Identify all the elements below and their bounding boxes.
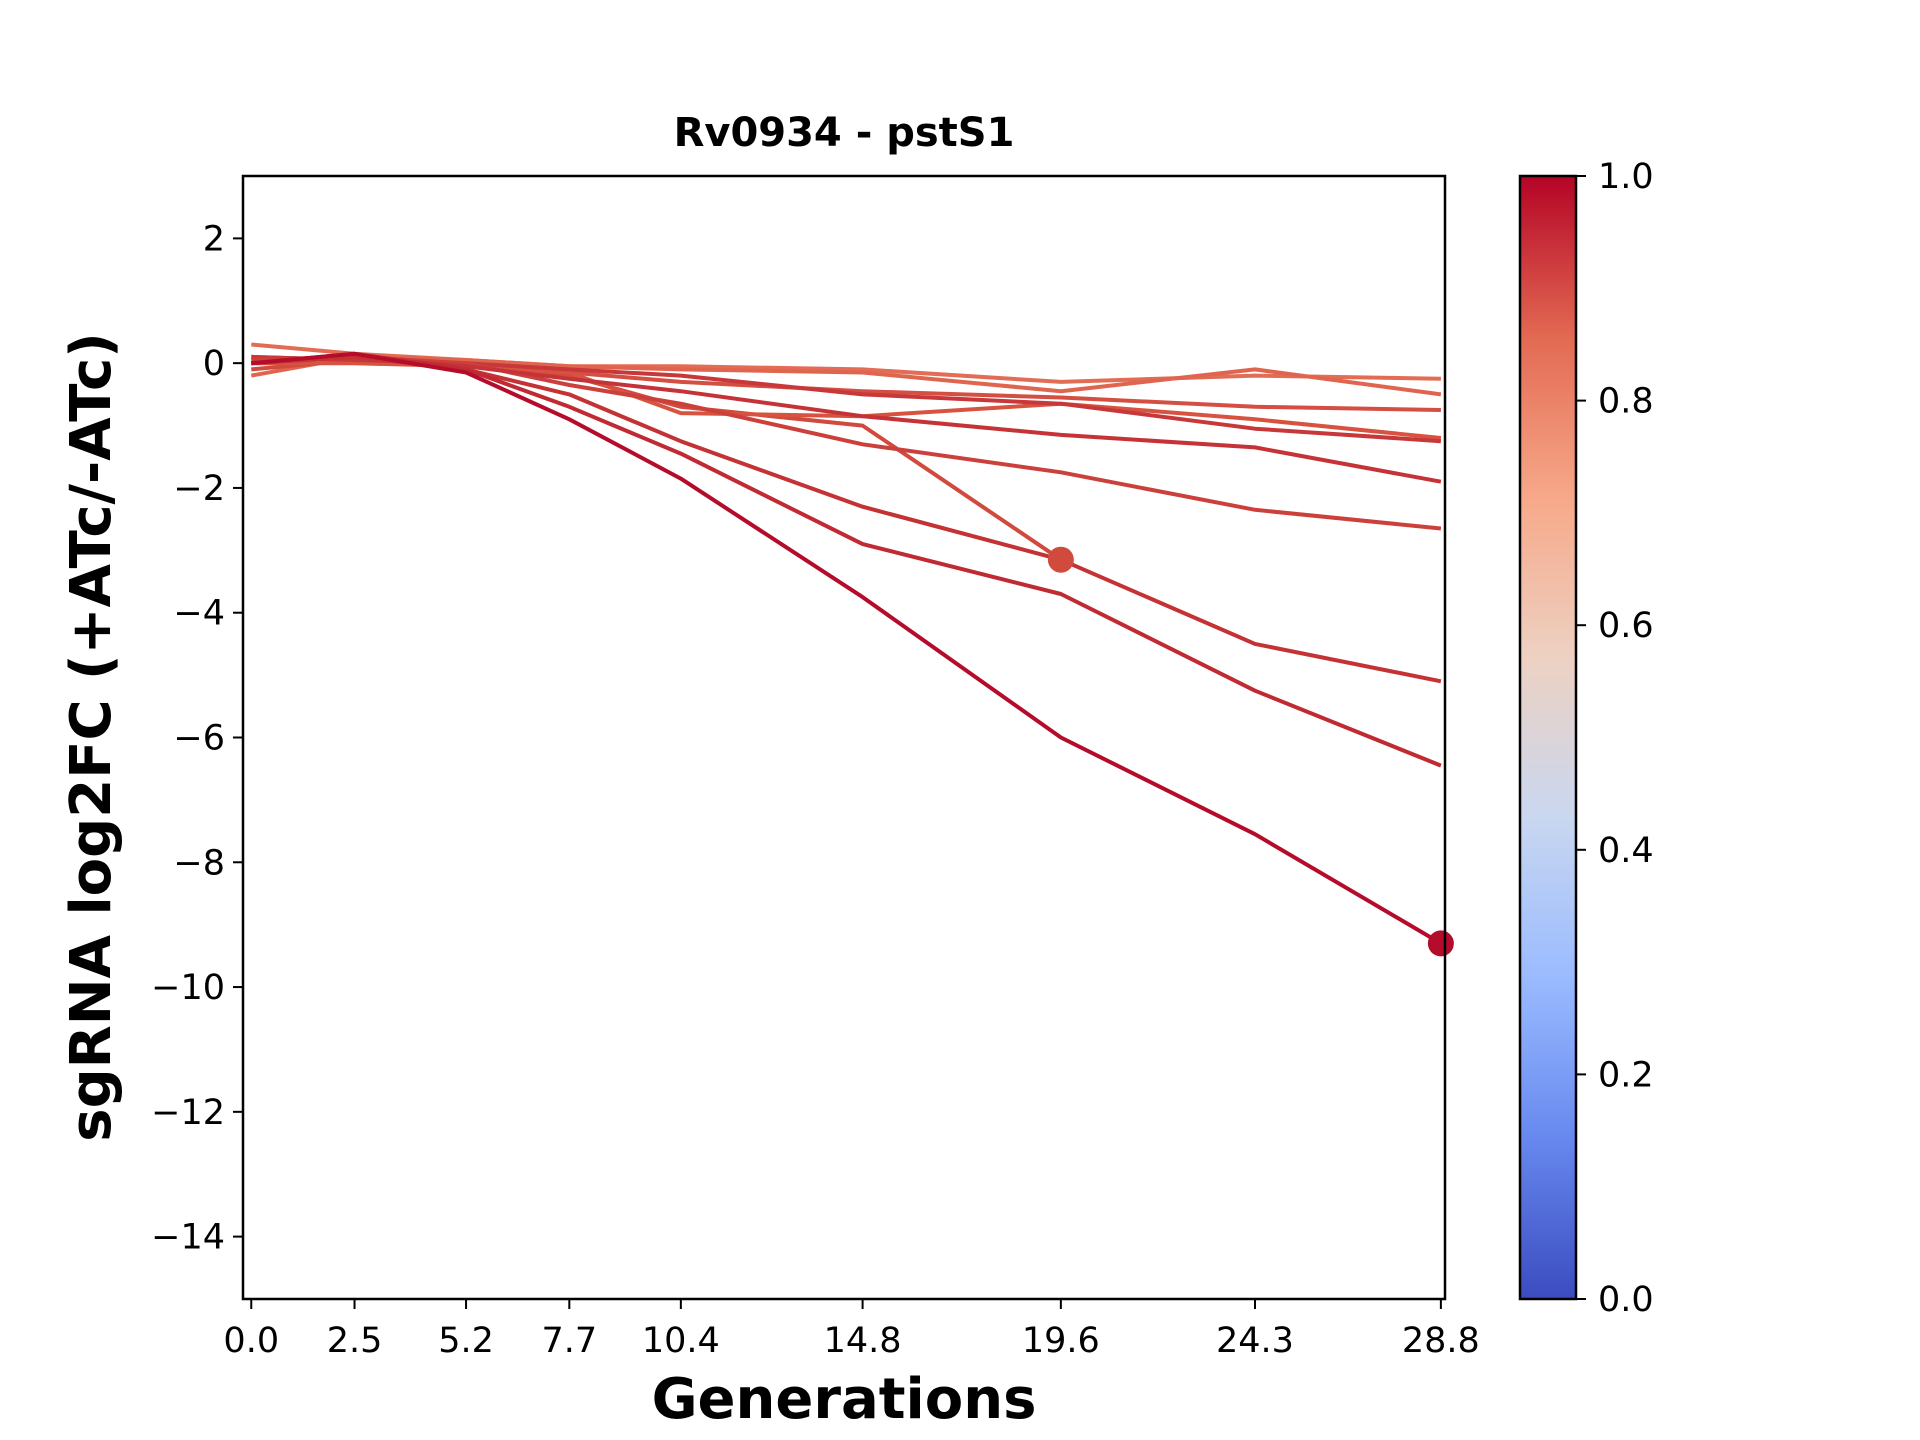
x-tick-label: 5.2	[438, 1321, 494, 1361]
y-tick-label: 0	[203, 344, 225, 384]
x-tick-label: 7.7	[541, 1321, 597, 1361]
x-tick-label: 19.6	[1022, 1321, 1100, 1361]
y-tick-label: −8	[173, 843, 225, 883]
series-end-marker-11	[1427, 930, 1454, 957]
y-tick-label: 2	[203, 219, 225, 259]
series-end-marker-4	[1047, 546, 1074, 573]
x-tick-label: 28.8	[1402, 1321, 1480, 1361]
x-tick-label: 0.0	[223, 1321, 279, 1361]
colorbar-axis: 0.0 0.2 0.4 0.6 0.8 1.0	[1576, 157, 1654, 1320]
marker-layer	[1047, 546, 1454, 957]
y-tick-label: −12	[151, 1093, 225, 1133]
chart-title: Rv0934 - pstS1	[674, 110, 1015, 156]
series-layer	[250, 342, 1442, 946]
colorbar-tick-label: 0.2	[1598, 1055, 1654, 1095]
y-tick-label: −14	[151, 1218, 225, 1258]
x-tick-label: 14.8	[824, 1321, 902, 1361]
colorbar-tick-label: 0.4	[1598, 831, 1654, 871]
y-axis: 2 0 −2 −4 −6 −8 −10 −12 −14	[151, 219, 243, 1258]
colorbar-tick-label: 0.8	[1598, 382, 1654, 422]
colorbar-tick-label: 0.6	[1598, 606, 1654, 646]
y-tick-label: −2	[173, 469, 225, 509]
x-tick-label: 2.5	[327, 1321, 383, 1361]
colorbar-tick-label: 1.0	[1598, 157, 1654, 197]
y-tick-label: −10	[151, 968, 225, 1008]
y-tick-label: −4	[173, 594, 225, 634]
colorbar	[1518, 174, 1578, 1301]
x-axis-label: Generations	[652, 1367, 1037, 1432]
plot-frame	[241, 174, 1447, 1301]
y-axis-label: sgRNA log2FC (+ATc/-ATc)	[59, 332, 124, 1142]
x-axis: 0.0 2.5 5.2 7.7 10.4 14.8 19.6 24.3 28.8	[223, 1299, 1480, 1361]
x-tick-label: 24.3	[1216, 1321, 1294, 1361]
series-line-11	[251, 351, 1442, 946]
colorbar-tick-label: 0.0	[1598, 1280, 1654, 1320]
series-line-5	[251, 361, 1442, 440]
y-tick-label: −6	[173, 719, 225, 759]
x-tick-label: 10.4	[642, 1321, 720, 1361]
